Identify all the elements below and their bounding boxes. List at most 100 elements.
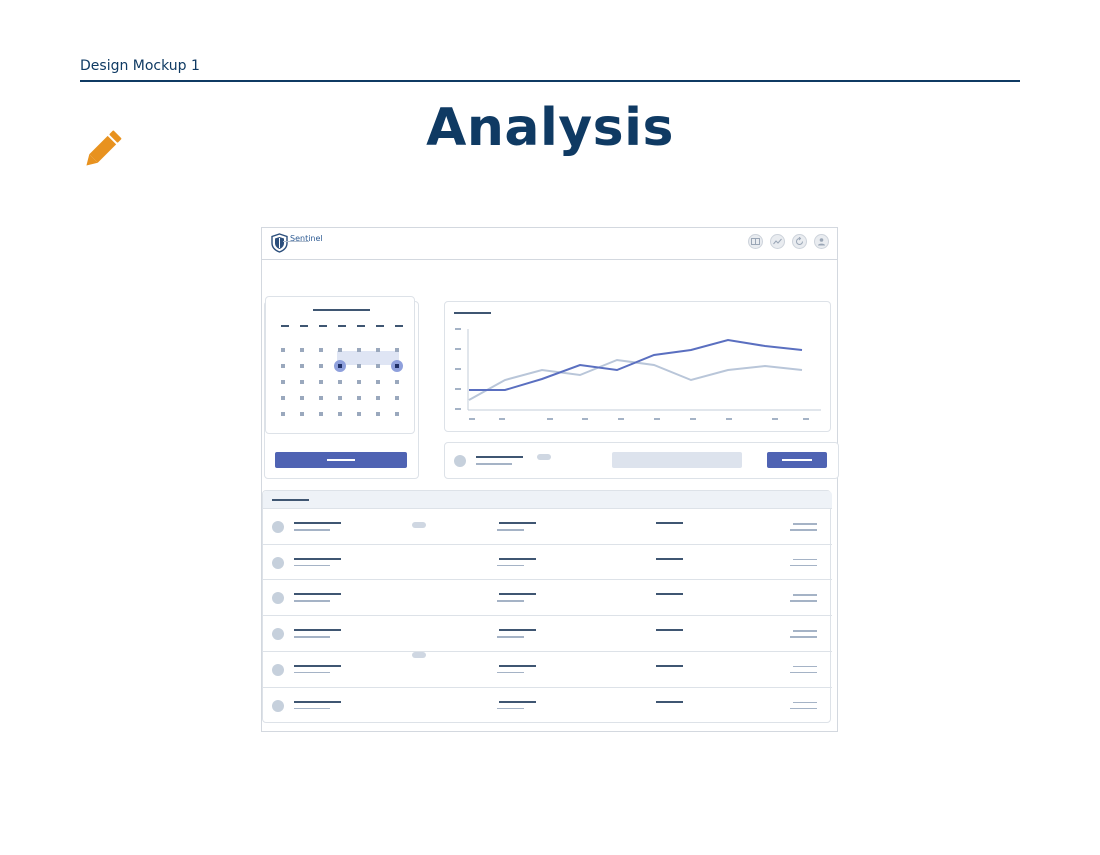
calendar-day[interactable]	[357, 396, 361, 400]
calendar-day[interactable]	[395, 380, 399, 384]
calendar-day[interactable]	[376, 364, 380, 368]
table-row[interactable]	[263, 543, 832, 580]
calendar-day[interactable]	[395, 348, 399, 352]
pencil-icon	[86, 130, 122, 166]
row-col4-subtext	[790, 529, 817, 531]
row-col3-text	[656, 664, 683, 667]
calendar-day[interactable]	[376, 396, 380, 400]
brand-subtitle	[283, 241, 309, 242]
row-col4-text	[793, 630, 817, 632]
filter-submit-button[interactable]	[767, 452, 827, 468]
calendar-day[interactable]	[281, 348, 285, 352]
chart-card	[444, 301, 831, 432]
filter-label	[476, 456, 523, 458]
series-primary-line	[469, 338, 803, 391]
calendar-day[interactable]	[281, 380, 285, 384]
calendar-day[interactable]	[281, 412, 285, 416]
series-secondary-line	[468, 358, 803, 401]
calendar-day[interactable]	[319, 380, 323, 384]
calendar-day[interactable]	[395, 412, 399, 416]
button-label	[782, 459, 812, 461]
calendar-day[interactable]	[281, 364, 285, 368]
calendar-day[interactable]	[319, 412, 323, 416]
document-rule	[80, 80, 1020, 82]
calendar-day[interactable]	[357, 380, 361, 384]
row-col3-text	[656, 522, 683, 524]
calendar-day[interactable]	[357, 364, 361, 368]
trend-icon[interactable]	[770, 234, 785, 249]
calendar-day[interactable]	[338, 380, 342, 384]
row-col2-text	[499, 629, 536, 632]
row-col4-text	[793, 558, 817, 561]
weekday-label	[319, 325, 327, 327]
calendar-day[interactable]	[376, 348, 380, 352]
row-col4-subtext	[790, 600, 817, 602]
row-secondary-text	[294, 671, 330, 674]
table-row[interactable]	[263, 508, 832, 544]
brand[interactable]: Sentinel	[271, 233, 323, 253]
row-col3-text	[656, 593, 683, 596]
calendar-day[interactable]	[300, 396, 304, 400]
calendar-day[interactable]	[376, 380, 380, 384]
calendar-day[interactable]	[319, 396, 323, 400]
row-col4-subtext	[790, 707, 817, 709]
document-label: Design Mockup 1	[80, 58, 200, 74]
button-label	[327, 459, 355, 461]
table-header	[263, 491, 832, 509]
calendar-day[interactable]	[319, 348, 323, 352]
calendar-day[interactable]	[395, 396, 399, 400]
table-row[interactable]	[263, 686, 832, 723]
refresh-icon[interactable]	[792, 234, 807, 249]
row-avatar	[272, 699, 284, 712]
calendar-day[interactable]	[300, 348, 304, 352]
weekday-label	[300, 325, 308, 327]
table-row[interactable]	[263, 615, 832, 651]
weekday-label	[395, 325, 403, 327]
chart-title	[454, 312, 491, 314]
table-row[interactable]	[263, 579, 832, 615]
row-avatar	[272, 521, 284, 533]
calendar-day[interactable]	[357, 348, 361, 352]
filter-tag[interactable]	[537, 454, 551, 460]
row-col4-subtext	[790, 564, 817, 567]
row-col2-subtext	[497, 671, 524, 674]
row-col4-subtext	[790, 636, 817, 638]
filter-bar	[444, 442, 839, 479]
row-primary-text	[294, 700, 341, 703]
calendar-day[interactable]	[338, 348, 342, 352]
calendar-range-highlight	[337, 351, 399, 365]
shield-logo-icon	[271, 233, 288, 253]
row-primary-text	[294, 593, 341, 596]
calendar-day[interactable]	[338, 396, 342, 400]
row-avatar	[272, 628, 284, 641]
table-row[interactable]	[263, 650, 832, 687]
weekday-label	[376, 325, 384, 327]
row-primary-text	[294, 629, 341, 632]
calendar-day-selected[interactable]	[334, 360, 346, 372]
search-input[interactable]	[612, 452, 742, 468]
calendar-day-selected[interactable]	[391, 360, 403, 372]
calendar-day[interactable]	[319, 364, 323, 368]
row-col3-text	[656, 557, 683, 560]
apply-date-button[interactable]	[275, 452, 407, 468]
row-secondary-text	[294, 707, 330, 709]
filter-sublabel	[476, 463, 512, 465]
row-col3-text	[656, 700, 683, 703]
ui-mockup: Sentinel	[261, 227, 839, 732]
calendar-day-marker	[338, 364, 342, 368]
user-icon[interactable]	[814, 234, 829, 249]
calendar-day[interactable]	[300, 380, 304, 384]
row-col2-subtext	[497, 600, 524, 602]
calendar-day[interactable]	[338, 412, 342, 416]
calendar-day[interactable]	[300, 412, 304, 416]
calendar-day[interactable]	[357, 412, 361, 416]
calendar-day[interactable]	[300, 364, 304, 368]
calendar-day-marker	[395, 364, 399, 368]
row-secondary-text	[294, 564, 330, 567]
row-col2-subtext	[497, 529, 524, 531]
calendar-day[interactable]	[376, 412, 380, 416]
panels-icon[interactable]	[748, 234, 763, 249]
calendar-day[interactable]	[281, 396, 285, 400]
weekday-label	[281, 325, 289, 327]
page-title: Analysis	[426, 98, 674, 158]
